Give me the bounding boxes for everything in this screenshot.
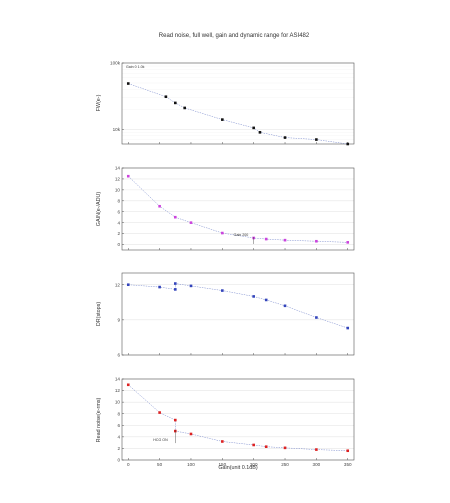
- y-tick-label: 4: [117, 220, 120, 225]
- x-tick-label: 150: [218, 462, 226, 467]
- y-axis-label: Read noise(e-rms): [96, 397, 102, 442]
- data-point: [283, 238, 287, 242]
- data-point: [221, 118, 224, 121]
- plot-frame: [121, 378, 355, 461]
- data-point: [315, 316, 318, 319]
- data-point: [158, 204, 161, 208]
- y-tick-label: 6: [117, 209, 120, 214]
- data-point: [189, 221, 193, 224]
- y-tick-label: 12: [115, 177, 121, 182]
- y-tick-label: 0: [117, 242, 120, 247]
- data-point: [173, 288, 177, 291]
- y-tick-label: 100k: [110, 61, 121, 66]
- data-point: [189, 284, 193, 288]
- y-axis-label: FW(e-): [96, 94, 102, 111]
- trend-line: [128, 83, 348, 145]
- panel-2: 0 2 4 6 8 10 12 14 GAIN(e-/ADU) Gain 200: [96, 166, 355, 251]
- panel-4: 0 50 100 150 200 250 300 350 0 2 4 6 8 10 12 14 Read noi…: [96, 377, 355, 467]
- data-point: [283, 304, 287, 308]
- y-tick-label: 4: [117, 434, 120, 439]
- data-point: [221, 440, 224, 443]
- x-tick-label: 250: [281, 462, 289, 467]
- data-point: [173, 101, 177, 105]
- data-point: [158, 411, 161, 414]
- plot-frame: [121, 167, 355, 251]
- panels: 10k 100k FW(e-) Gain 0 1.0k 0 2 4 6 8 10 12 14 GAIN(…: [96, 61, 355, 467]
- data-point: [173, 418, 177, 422]
- y-tick-label: 12: [115, 282, 121, 287]
- data-point: [126, 383, 130, 387]
- data-point: [252, 295, 255, 298]
- data-point: [164, 95, 168, 99]
- y-tick-label: 0: [117, 458, 120, 463]
- y-tick-label: 10: [115, 400, 121, 405]
- annotation-label: Gain 0 1.0k: [126, 65, 145, 69]
- data-point: [264, 237, 268, 241]
- y-tick-label: 14: [115, 166, 121, 171]
- x-tick-label: 300: [313, 462, 321, 467]
- data-point: [315, 138, 318, 141]
- data-point: [283, 446, 287, 450]
- data-point: [221, 289, 224, 292]
- x-tick-label: 50: [157, 462, 163, 467]
- x-axis-label: Gain(unit 0.1dB): [218, 465, 257, 471]
- y-tick-label: 10: [115, 187, 121, 192]
- y-tick-label: 6: [117, 423, 120, 428]
- annotation-label: Gain 200: [234, 233, 249, 237]
- y-tick-label: 9: [117, 317, 120, 322]
- data-point: [189, 432, 193, 436]
- chart-title: Read noise, full well, gain and dynamic …: [159, 33, 310, 39]
- data-point: [346, 326, 350, 330]
- y-tick-label: 12: [115, 388, 121, 393]
- data-point: [252, 443, 255, 447]
- y-tick-label: 10k: [113, 127, 121, 132]
- x-tick-label: 200: [250, 462, 258, 467]
- y-axis-label: GAIN(e-/ADU): [96, 192, 102, 227]
- data-point: [158, 285, 161, 289]
- data-point: [283, 136, 287, 139]
- y-tick-label: 8: [117, 198, 120, 203]
- y-tick-label: 8: [117, 411, 120, 416]
- data-point: [346, 142, 350, 146]
- annotation-label: HCG ON: [153, 438, 168, 442]
- x-tick-label: 350: [344, 462, 352, 467]
- data-point: [264, 298, 268, 302]
- y-tick-label: 2: [117, 231, 120, 236]
- y-tick-label: 14: [115, 377, 121, 382]
- data-point: [126, 82, 130, 85]
- y-axis-label: DR(stops): [96, 302, 102, 326]
- data-point: [315, 239, 318, 243]
- x-tick-label: 0: [127, 462, 130, 467]
- data-point: [264, 445, 268, 448]
- data-point: [126, 283, 130, 287]
- data-point: [221, 231, 224, 235]
- data-point: [346, 449, 350, 453]
- data-point: [346, 241, 350, 244]
- plot-frame: [121, 272, 355, 356]
- data-point: [258, 131, 262, 134]
- data-point: [173, 282, 177, 285]
- trend-line: [128, 176, 348, 243]
- data-point: [315, 448, 318, 451]
- panel-1: 10k 100k FW(e-) Gain 0 1.0k: [96, 61, 355, 146]
- x-tick-label: 100: [187, 462, 195, 467]
- data-point: [252, 126, 255, 130]
- data-point: [173, 215, 177, 219]
- trend-line: [128, 283, 348, 329]
- data-point: [183, 106, 187, 110]
- panel-3: 6 9 12 DR(stops): [96, 272, 355, 358]
- data-point: [126, 174, 130, 178]
- y-tick-label: 6: [117, 353, 120, 358]
- y-tick-label: 2: [117, 446, 120, 451]
- plot-frame: [121, 62, 355, 145]
